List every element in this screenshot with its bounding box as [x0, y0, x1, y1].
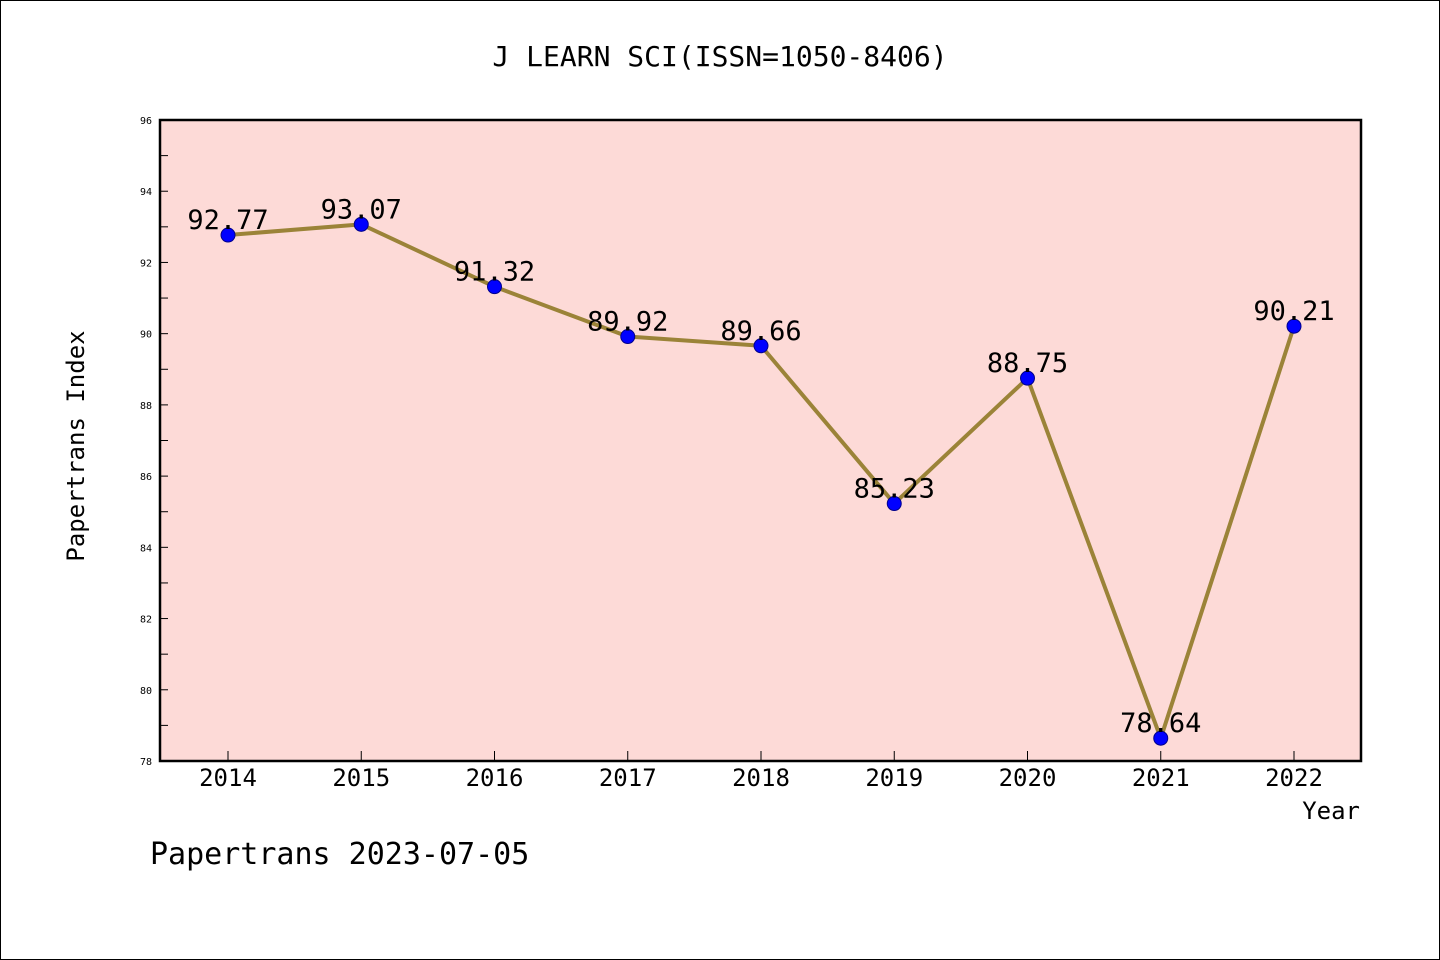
- data-point: [1020, 370, 1035, 386]
- y-axis-ticks: 78 80 82 84 86 88 90 92 94 96: [140, 116, 168, 768]
- data-label: 90.21: [1253, 296, 1334, 327]
- y-tick-label: 82: [140, 615, 152, 626]
- x-axis-ticks: 2014 2015 2016 2017 2018 2019 2020 2021 2022: [199, 751, 1323, 792]
- y-tick-label: 90: [140, 330, 152, 341]
- y-tick-label: 94: [140, 187, 152, 198]
- y-tick-label: 92: [140, 258, 152, 269]
- x-tick-label: 2020: [999, 764, 1057, 792]
- data-point: [1153, 730, 1169, 746]
- data-label: 89.92: [587, 307, 668, 338]
- x-tick-label: 2015: [332, 764, 390, 792]
- y-axis-label: Papertrans Index: [62, 330, 90, 561]
- data-label: 88.75: [987, 348, 1068, 379]
- chart-title: J LEARN SCI(ISSN=1050-8406): [492, 40, 947, 73]
- data-point: [1286, 318, 1302, 334]
- y-tick-label: 88: [140, 401, 152, 412]
- y-tick-label: 80: [140, 686, 152, 697]
- data-point: [620, 329, 636, 345]
- data-point: [220, 227, 236, 243]
- y-tick-label: 84: [140, 543, 152, 554]
- data-label: 92.77: [187, 205, 268, 236]
- data-point: [353, 216, 369, 232]
- data-point: [886, 496, 902, 512]
- x-tick-label: 2022: [1265, 764, 1323, 792]
- data-label: 85.23: [854, 474, 935, 505]
- data-label: 78.64: [1120, 708, 1201, 739]
- x-axis-label: Year: [1302, 797, 1360, 825]
- data-labels: 92.77 93.07 91.32 89.92 89.66 85.23 88.75 78.64…: [187, 194, 1334, 739]
- x-tick-label: 2019: [865, 764, 923, 792]
- x-tick-label: 2014: [199, 764, 257, 792]
- x-tick-label: 2017: [599, 764, 657, 792]
- plot-border: [158, 118, 1363, 763]
- data-label: 91.32: [454, 257, 535, 288]
- x-tick-label: 2018: [732, 764, 790, 792]
- y-tick-label: 96: [140, 116, 152, 127]
- data-label: 89.66: [720, 316, 801, 347]
- x-tick-label: 2016: [466, 764, 524, 792]
- data-point: [487, 279, 502, 295]
- y-tick-label: 78: [140, 757, 152, 768]
- y-tick-label: 86: [140, 472, 152, 483]
- x-tick-label: 2021: [1132, 764, 1190, 792]
- data-markers: [220, 216, 1302, 746]
- data-point: [753, 338, 769, 354]
- footer-text: Papertrans 2023-07-05: [150, 837, 529, 872]
- data-label: 93.07: [321, 194, 402, 225]
